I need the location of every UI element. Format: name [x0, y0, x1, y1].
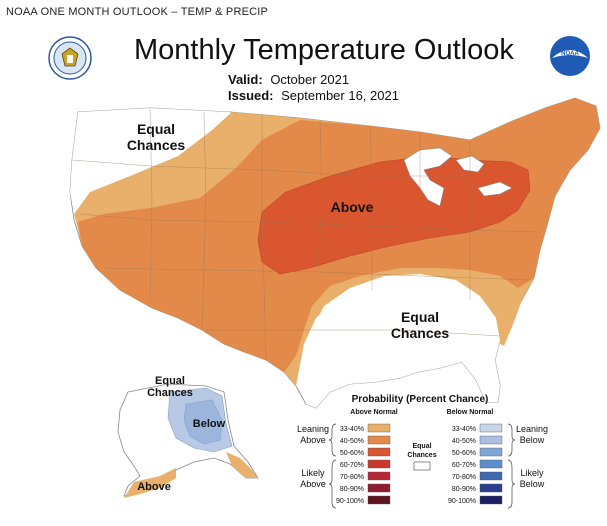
issued-label: Issued: — [228, 88, 274, 103]
legend-leaning-below-2: Below — [520, 435, 545, 445]
legend-above-range-label: 50-60% — [340, 450, 364, 457]
legend-below-swatch — [479, 423, 503, 433]
legend-below-swatch — [479, 471, 503, 481]
noaa-commerce-seal-icon — [48, 36, 92, 80]
legend-above-swatch — [367, 435, 391, 445]
issued-line: Issued: September 16, 2021 — [228, 88, 399, 103]
above-50-60-region — [257, 155, 531, 275]
legend-below-swatch — [479, 495, 503, 505]
legend-below-header: Below Normal — [447, 409, 494, 416]
legend-above-swatch — [367, 447, 391, 457]
legend-above-range-label: 90-100% — [336, 498, 364, 505]
alaska: Equal Chances Below Above — [117, 375, 259, 498]
legend-above-range-label: 80-90% — [340, 486, 364, 493]
page-caption: NOAA ONE MONTH OUTLOOK – TEMP & PRECIP — [6, 6, 269, 18]
legend-leaning-above-2: Above — [300, 435, 326, 445]
equal-chances-southeast-region — [300, 274, 500, 408]
legend-likely-above-2: Above — [300, 479, 326, 489]
legend-below-range-label: 80-90% — [452, 486, 476, 493]
legend-above-swatches: 33-40% 40-50% 50-60% 60-70% 70-80% 80-90% 90-1… — [336, 423, 391, 505]
legend-equal-swatch — [413, 461, 431, 471]
equal-chances-northwest-region — [70, 108, 230, 214]
label-ak-above: Above — [137, 481, 171, 493]
legend-equal-2: Chances — [407, 452, 436, 459]
label-equal-chances-se-1: Equal — [401, 309, 439, 325]
legend-below-swatch — [479, 459, 503, 469]
label-equal-chances-nw-2: Chances — [127, 137, 186, 153]
label-ak-equal-2: Chances — [147, 387, 193, 399]
valid-value: October 2021 — [270, 72, 350, 87]
map-title: Monthly Temperature Outlook — [134, 34, 514, 66]
legend-bracket-leaning-below — [507, 423, 516, 457]
svg-text:NOAA: NOAA — [561, 51, 579, 57]
legend-above-swatch — [367, 471, 391, 481]
legend-below-range-label: 70-80% — [452, 474, 476, 481]
legend-below-range-label: 90-100% — [448, 498, 476, 505]
legend-below-swatch — [479, 483, 503, 493]
legend-below-swatches: 33-40% 40-50% 50-60% 60-70% 70-80% 80-90% 90-1… — [448, 423, 503, 505]
noaa-logo-icon: NOAA — [548, 34, 592, 78]
legend-above-range-label: 70-80% — [340, 474, 364, 481]
legend-below-swatch — [479, 447, 503, 457]
legend-below-range-label: 60-70% — [452, 462, 476, 469]
label-ak-equal-1: Equal — [155, 375, 185, 387]
probability-legend: Probability (Percent Chance) Above Norma… — [297, 394, 548, 509]
valid-label: Valid: — [228, 72, 263, 87]
legend-bracket-likely-above — [328, 459, 337, 509]
legend-above-range-label: 60-70% — [340, 462, 364, 469]
valid-line: Valid: October 2021 — [228, 72, 349, 87]
legend-above-swatch — [367, 495, 391, 505]
legend-likely-above-1: Likely — [301, 468, 325, 478]
legend-below-range-label: 50-60% — [452, 450, 476, 457]
legend-equal-1: Equal — [412, 443, 431, 450]
legend-leaning-above-1: Leaning — [297, 424, 329, 434]
legend-leaning-below-1: Leaning — [516, 424, 548, 434]
legend-bracket-likely-below — [507, 459, 516, 509]
legend-above-header: Above Normal — [350, 409, 398, 416]
legend-above-swatch — [367, 423, 391, 433]
legend-above-swatch — [367, 459, 391, 469]
legend-bracket-leaning-above — [328, 423, 337, 457]
alaska-below-40-50-region — [183, 399, 223, 445]
label-equal-chances-nw-1: Equal — [137, 121, 175, 137]
legend-likely-below-1: Likely — [520, 468, 544, 478]
label-ak-below: Below — [193, 418, 226, 430]
legend-above-range-label: 40-50% — [340, 438, 364, 445]
legend-above-range-label: 33-40% — [340, 426, 364, 433]
legend-below-range-label: 33-40% — [452, 426, 476, 433]
legend-below-range-label: 40-50% — [452, 438, 476, 445]
alaska-above-region — [124, 452, 258, 498]
legend-above-swatch — [367, 483, 391, 493]
state-boundaries — [71, 107, 541, 361]
label-above-center: Above — [331, 199, 374, 215]
legend-title: Probability (Percent Chance) — [352, 394, 489, 405]
legend-likely-below-2: Below — [520, 479, 545, 489]
issued-value: September 16, 2021 — [281, 88, 399, 103]
label-equal-chances-se-2: Chances — [391, 325, 450, 341]
legend-below-swatch — [479, 435, 503, 445]
